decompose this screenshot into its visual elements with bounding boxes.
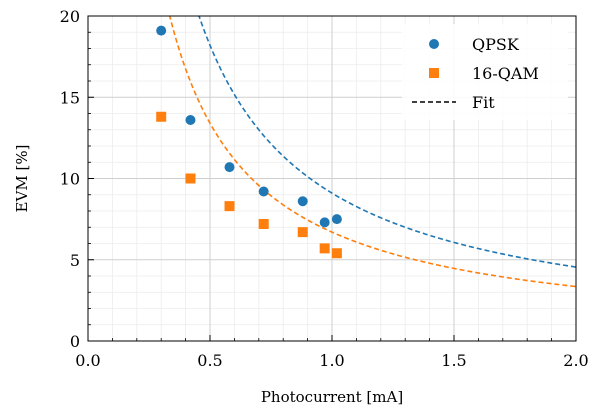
legend-label: QPSK (472, 35, 520, 54)
point-qpsk (319, 217, 330, 228)
point-16-qam (156, 111, 167, 122)
x-tick-label: 0.5 (197, 351, 222, 370)
point-qpsk (156, 25, 167, 36)
fit-curve-qpsk (198, 16, 576, 268)
point-16-qam (185, 173, 196, 184)
y-tick-label: 0 (70, 332, 80, 351)
point-qpsk (224, 162, 235, 173)
point-16-qam (224, 201, 235, 212)
x-tick-label: 1.5 (441, 351, 466, 370)
point-qpsk (297, 196, 308, 207)
fit-curves (168, 16, 576, 288)
x-tick-label: 1.0 (319, 351, 344, 370)
point-qpsk (258, 186, 269, 197)
y-tick-label: 10 (60, 170, 80, 189)
fit-curve-16-qam (168, 16, 576, 288)
data-points (156, 25, 342, 259)
y-tick-label: 20 (60, 7, 80, 26)
point-qpsk (185, 115, 196, 125)
y-tick-label: 5 (70, 251, 80, 270)
tick-labels: 0.0 0.5 1.0 1.5 2.0 0 5 10 15 20 (60, 7, 589, 370)
point-16-qam (258, 219, 269, 229)
legend-marker-square (429, 68, 439, 78)
point-qpsk (331, 214, 342, 225)
x-tick-label: 0.0 (75, 351, 100, 370)
point-16-qam (331, 248, 342, 259)
y-tick-label: 15 (60, 88, 80, 107)
y-axis-label: EVM [%] (13, 145, 31, 213)
x-axis-label: Photocurrent [mA] (261, 388, 403, 406)
point-16-qam (319, 243, 330, 254)
axis-ticks (87, 15, 577, 342)
x-tick-label: 2.0 (563, 351, 588, 370)
legend: QPSK 16-QAM Fit (402, 24, 568, 120)
point-16-qam (297, 227, 308, 238)
legend-marker-circle (429, 39, 439, 49)
legend-label: 16-QAM (472, 64, 539, 83)
legend-label: Fit (472, 93, 495, 112)
